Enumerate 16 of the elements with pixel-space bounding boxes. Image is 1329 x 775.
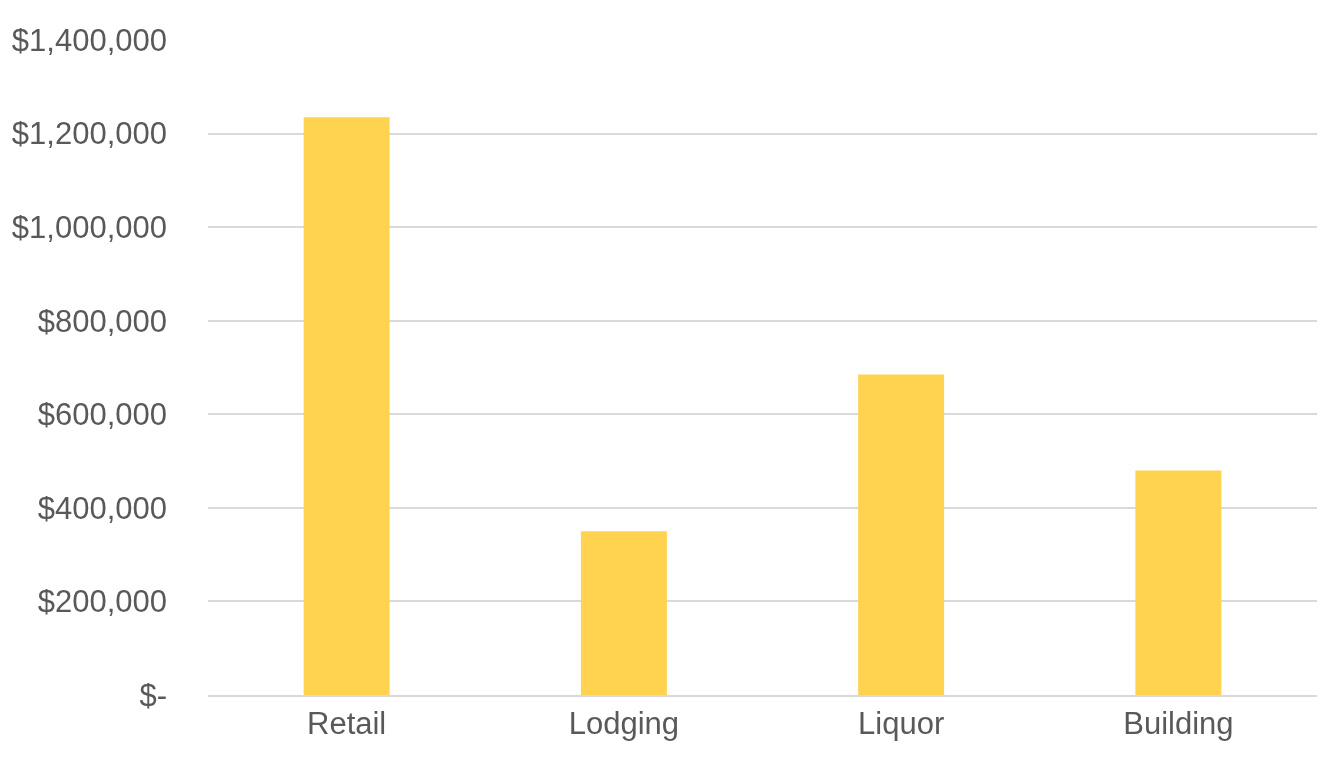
- x-tick-label: Lodging: [568, 706, 680, 742]
- bar: [580, 531, 667, 695]
- x-tick-label: Liquor: [858, 706, 945, 742]
- bar: [858, 374, 945, 695]
- x-tick-label: Building: [1123, 706, 1234, 742]
- y-tick-label: $1,400,000: [11, 22, 167, 58]
- y-tick-label: $800,000: [37, 303, 167, 339]
- x-tick-label: Retail: [307, 706, 387, 742]
- y-tick-label: $600,000: [37, 397, 167, 433]
- y-tick-label: $1,200,000: [11, 116, 167, 152]
- y-tick-label: $-: [139, 677, 167, 713]
- bar: [1135, 470, 1222, 695]
- y-tick-label: $1,000,000: [11, 209, 167, 245]
- y-tick-label: $400,000: [37, 490, 167, 526]
- bar: [303, 117, 390, 695]
- y-tick-label: $200,000: [37, 584, 167, 620]
